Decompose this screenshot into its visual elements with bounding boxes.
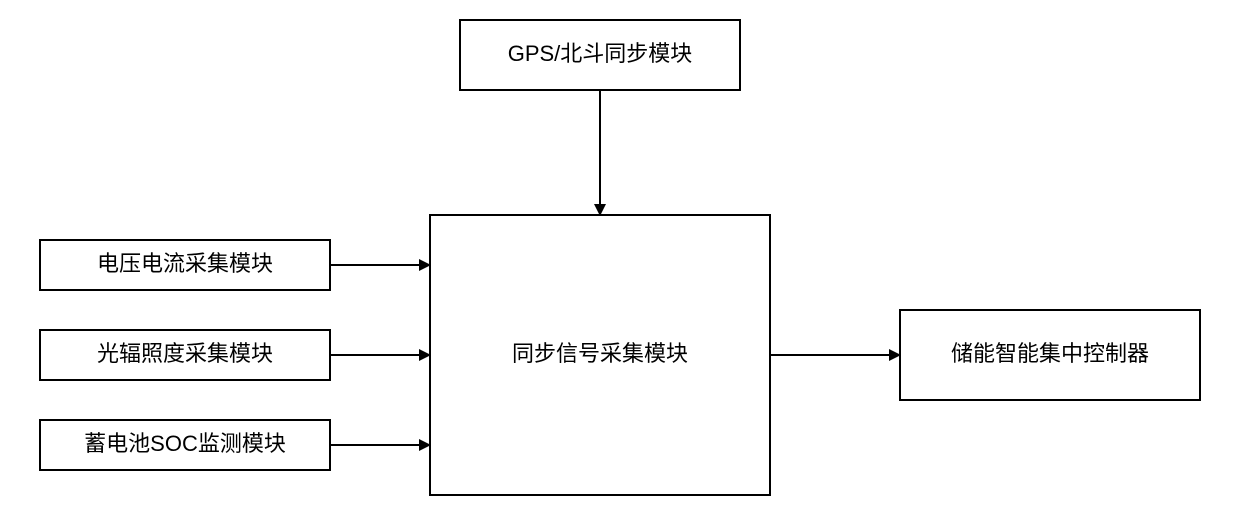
node-soc: 蓄电池SOC监测模块 — [40, 420, 330, 470]
node-controller: 储能智能集中控制器 — [900, 310, 1200, 400]
node-voltage: 电压电流采集模块 — [40, 240, 330, 290]
node-label-sync: 同步信号采集模块 — [512, 341, 688, 366]
node-label-controller: 储能智能集中控制器 — [951, 341, 1149, 366]
node-gps: GPS/北斗同步模块 — [460, 20, 740, 90]
node-label-irradiance: 光辐照度采集模块 — [97, 341, 273, 366]
flowchart-diagram: GPS/北斗同步模块电压电流采集模块光辐照度采集模块蓄电池SOC监测模块 同步信号… — [0, 0, 1240, 532]
node-irradiance: 光辐照度采集模块 — [40, 330, 330, 380]
node-label-gps: GPS/北斗同步模块 — [508, 41, 693, 66]
node-sync: 同步信号采集模块 — [430, 215, 770, 495]
node-label-soc: 蓄电池SOC监测模块 — [84, 431, 286, 456]
node-label-voltage: 电压电流采集模块 — [97, 251, 273, 276]
nodes-layer: GPS/北斗同步模块电压电流采集模块光辐照度采集模块蓄电池SOC监测模块 同步信号… — [40, 20, 1200, 495]
